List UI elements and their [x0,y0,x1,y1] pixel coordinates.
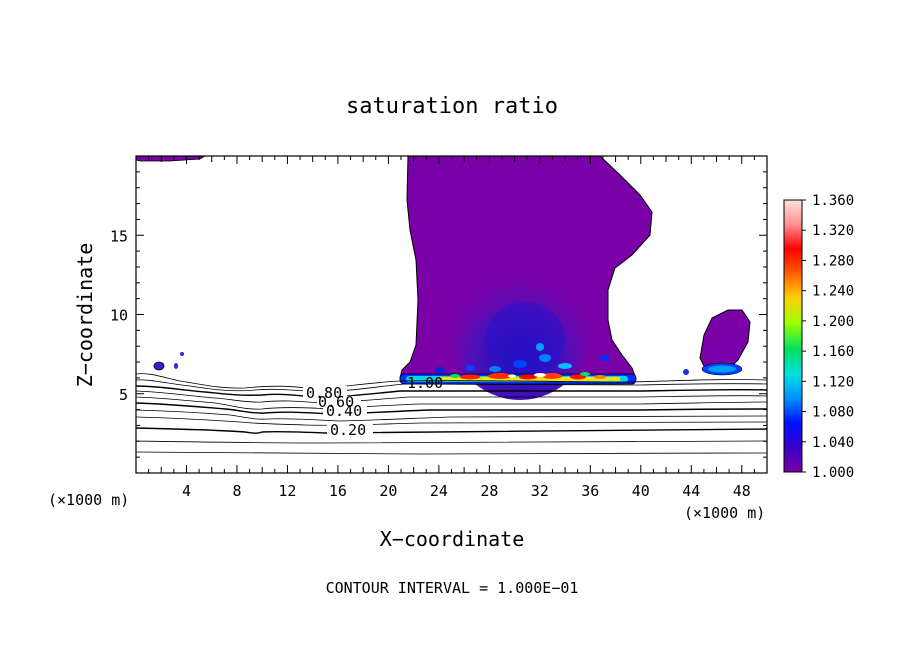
contour-label-1-00: 1.00 [407,374,443,392]
cloud-region-top-left [136,156,206,162]
x-unit-label-right: (×1000 m) [684,504,765,522]
cloud-speck-left-2 [180,352,184,356]
x-axis: 4 8 12 16 20 24 28 32 36 40 44 48 [148,156,755,500]
x-tick-label: 36 [581,482,599,500]
plot-area: 1.00 0.80 0.60 0.40 0.20 [136,156,767,455]
cloud-region-right-base-inner [708,365,736,373]
y-tick-label: 15 [110,227,128,245]
y-tick-label: 10 [110,307,128,325]
colorbar [783,199,803,473]
colorbar-tick-label: 1.280 [812,253,854,269]
x-tick-label: 40 [632,482,650,500]
contour-lines [136,373,767,455]
y-tick-label: 5 [119,386,128,404]
x-tick-label: 12 [278,482,296,500]
x-tick-label: 32 [531,482,549,500]
contour-label-group [303,386,373,437]
x-unit-label-left: (×1000 m) [48,491,129,509]
saturation-speckles [435,343,610,380]
x-tick-label: 28 [480,482,498,500]
x-tick-label: 44 [682,482,700,500]
cloud-speck-left-3 [174,363,178,369]
cloud-speck-left-1 [153,361,165,371]
contour-label-0-80: 0.80 [306,384,342,402]
colorbar-tick-label: 1.160 [812,344,854,360]
colorbar-ticks: 1.360 1.320 1.280 1.240 1.200 1.160 1.120 1.080… [802,193,854,481]
x-axis-label: X−coordinate [380,527,525,551]
colorbar-tick-label: 1.360 [812,193,854,209]
x-tick-label: 8 [232,482,241,500]
colorbar-tick-label: 1.320 [812,223,854,239]
x-tick-label: 20 [379,482,397,500]
y-axis: 5 10 15 [110,171,767,458]
colorbar-tick-label: 1.120 [812,374,854,390]
contour-label-0-20: 0.20 [330,421,366,439]
contour-interval-note: CONTOUR INTERVAL = 1.000E−01 [326,579,579,597]
cloud-speck-right [683,369,689,375]
cloud-region-right [699,309,751,371]
colorbar-tick-label: 1.040 [812,435,854,451]
contour-label-0-60: 0.60 [318,393,354,411]
colorbar-tick-label: 1.240 [812,284,854,300]
y-axis-label: Z−coordinate [73,243,97,388]
x-tick-label: 24 [430,482,448,500]
colorbar-tick-label: 1.000 [812,465,854,481]
chart-title: saturation ratio [346,94,558,119]
colorbar-tick-label: 1.080 [812,405,854,421]
colorbar-tick-label: 1.200 [812,314,854,330]
x-tick-label: 48 [733,482,751,500]
x-tick-label: 16 [329,482,347,500]
x-tick-label: 4 [182,482,191,500]
contour-label-0-40: 0.40 [326,402,362,420]
